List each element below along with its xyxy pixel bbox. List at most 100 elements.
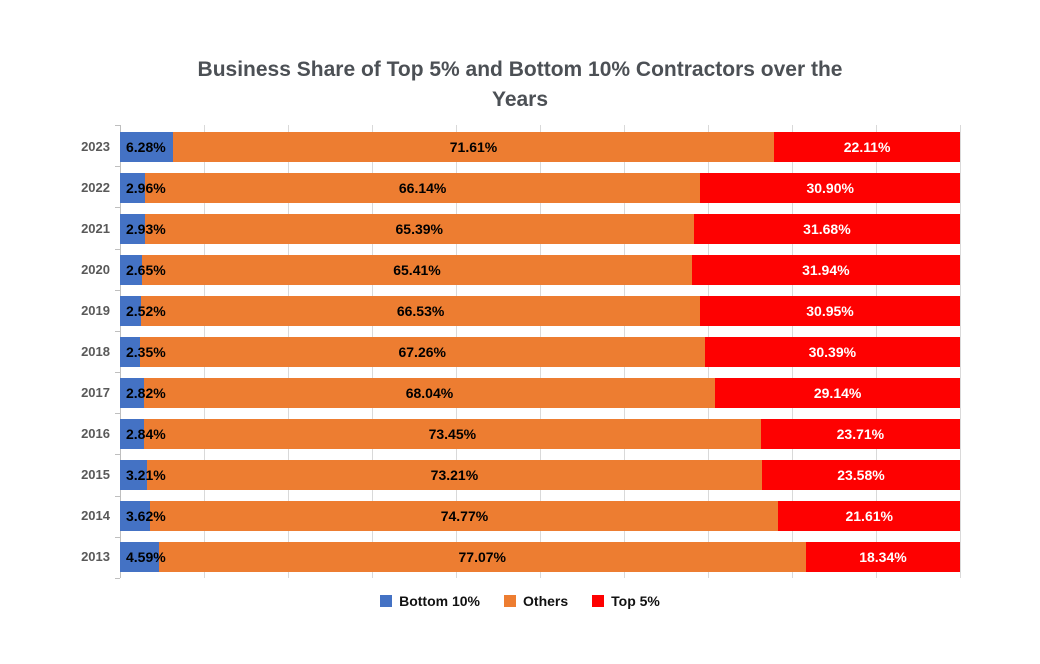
axis-tick	[115, 536, 120, 538]
bar-value-label: 66.14%	[398, 180, 447, 196]
bar-value-label: 4.59%	[126, 549, 166, 565]
bar-segment-bottom-10: 4.59%	[120, 542, 166, 572]
bar-row-2016: 2016 2.84% 73.45% 23.71%	[81, 419, 960, 449]
bar-segment-bottom-10: 2.35%	[120, 337, 166, 367]
bar-value-label: 3.62%	[126, 508, 166, 524]
bar-value-label: 2.96%	[126, 180, 166, 196]
chart-title-line1: Business Share of Top 5% and Bottom 10% …	[197, 58, 843, 81]
bar-row-2014: 2014 3.62% 74.77% 21.61%	[81, 501, 960, 531]
bar-segment-top-5: 23.58%	[761, 460, 960, 490]
bar-segment-bottom-10: 2.93%	[120, 214, 166, 244]
bar-value-label: 31.68%	[803, 221, 851, 237]
bar-value-label: 31.94%	[802, 262, 850, 278]
axis-tick	[115, 372, 120, 374]
bar-value-label: 66.53%	[396, 303, 445, 319]
legend-label: Others	[523, 593, 569, 609]
bar-value-label: 30.39%	[808, 344, 857, 360]
year-label: 2021	[81, 221, 110, 236]
bar-row-2020: 2020 2.65% 65.41% 31.94%	[81, 255, 960, 285]
bar-segment-bottom-10: 2.52%	[120, 296, 166, 326]
bar-segment-bottom-10: 2.96%	[120, 173, 166, 203]
bar-row-2017: 2017 2.82% 68.04% 29.14%	[81, 378, 960, 408]
legend-swatch-others	[504, 595, 517, 607]
year-label: 2016	[81, 426, 110, 441]
axis-tick	[115, 330, 120, 332]
axis-tick	[115, 125, 120, 126]
axis-tick	[115, 413, 120, 415]
bar-segment-bottom-10: 3.62%	[120, 501, 166, 531]
bar-value-label: 30.95%	[806, 303, 854, 319]
bar-value-label: 18.34%	[859, 549, 907, 565]
bar-segment-top-5: 30.95%	[700, 296, 960, 326]
bar-value-label: 2.93%	[126, 221, 166, 237]
bar-segment-top-5: 30.90%	[700, 173, 960, 203]
bar-segment-top-5: 21.61%	[778, 501, 960, 531]
bar-value-label: 2.82%	[126, 385, 166, 401]
bar-value-label: 74.77%	[440, 508, 489, 524]
axis-tick	[115, 248, 120, 250]
bar-segment-top-5: 23.71%	[760, 419, 960, 449]
legend-item-top-5: Top 5%	[592, 593, 660, 609]
bar-value-label: 65.39%	[395, 221, 443, 237]
bar-value-label: 23.71%	[836, 426, 885, 442]
bar-value-label: 2.35%	[126, 344, 166, 360]
bar-value-label: 68.04%	[405, 385, 454, 401]
legend: Bottom 10% Others Top 5%	[0, 591, 1040, 611]
bar-row-2022: 2022 2.96% 66.14% 30.90%	[81, 173, 960, 203]
bar-row-2015: 2015 3.21% 73.21% 23.58%	[81, 460, 960, 490]
bar-segment-top-5: 31.94%	[691, 255, 960, 285]
chart-title: Business Share of Top 5% and Bottom 10% …	[0, 55, 1040, 115]
bar-value-label: 73.45%	[428, 426, 477, 442]
axis-tick	[115, 578, 120, 579]
bar-segment-top-5: 18.34%	[805, 542, 960, 572]
bar-segment-bottom-10: 2.65%	[120, 255, 166, 285]
bar-rows: 2023 6.28% 71.61% 22.11% 2022 2.96% 66.14% 30.9…	[81, 132, 960, 572]
bar-value-label: 71.61%	[449, 139, 498, 155]
plot-area: 2023 6.28% 71.61% 22.11% 2022 2.96% 66.14% 30.9…	[81, 125, 961, 579]
year-label: 2015	[81, 467, 110, 482]
bar-segment-others: 68.04%	[143, 378, 716, 408]
year-label: 2020	[81, 262, 110, 277]
bar-value-label: 73.21%	[430, 467, 479, 483]
chart-title-line2: Years	[491, 88, 549, 111]
bar-segment-top-5: 30.39%	[704, 337, 960, 367]
bar-row-2019: 2019 2.52% 66.53% 30.95%	[81, 296, 960, 326]
year-label: 2017	[81, 385, 110, 400]
bar-value-label: 30.90%	[806, 180, 854, 196]
bar-segment-others: 73.45%	[143, 419, 761, 449]
bar-value-label: 22.11%	[843, 139, 891, 155]
legend-item-bottom-10: Bottom 10%	[380, 593, 480, 609]
year-label: 2022	[81, 180, 110, 195]
gridline	[960, 125, 961, 578]
bar-value-label: 6.28%	[126, 139, 166, 155]
bar-segment-others: 67.26%	[139, 337, 705, 367]
bar-row-2018: 2018 2.35% 67.26% 30.39%	[81, 337, 960, 367]
bar-value-label: 29.14%	[813, 385, 862, 401]
bar-segment-others: 65.41%	[142, 255, 692, 285]
bar-value-label: 77.07%	[458, 549, 506, 565]
bar-segment-top-5: 22.11%	[774, 132, 960, 162]
year-label: 2013	[81, 549, 110, 564]
bar-segment-top-5: 31.68%	[693, 214, 960, 244]
legend-label: Top 5%	[611, 593, 660, 609]
bar-value-label: 2.84%	[126, 426, 166, 442]
bar-segment-others: 66.53%	[141, 296, 700, 326]
bar-segment-bottom-10: 2.82%	[120, 378, 166, 408]
bar-value-label: 2.52%	[126, 303, 166, 319]
axis-tick	[115, 454, 120, 456]
bar-value-label: 65.41%	[393, 262, 441, 278]
bar-row-2021: 2021 2.93% 65.39% 31.68%	[81, 214, 960, 244]
legend-item-others: Others	[504, 593, 568, 609]
bar-value-label: 23.58%	[837, 467, 885, 483]
bar-segment-others: 77.07%	[158, 542, 806, 572]
year-label: 2018	[81, 344, 110, 359]
bar-segment-bottom-10: 2.84%	[120, 419, 166, 449]
bar-segment-others: 74.77%	[150, 501, 779, 531]
bar-segment-others: 66.14%	[144, 173, 701, 203]
bar-segment-bottom-10: 3.21%	[120, 460, 166, 490]
bar-segment-bottom-10: 6.28%	[120, 132, 173, 162]
legend-swatch-top-5	[592, 595, 605, 607]
axis-tick	[115, 207, 120, 209]
axis-tick	[115, 289, 120, 291]
bar-row-2023: 2023 6.28% 71.61% 22.11%	[81, 132, 960, 162]
